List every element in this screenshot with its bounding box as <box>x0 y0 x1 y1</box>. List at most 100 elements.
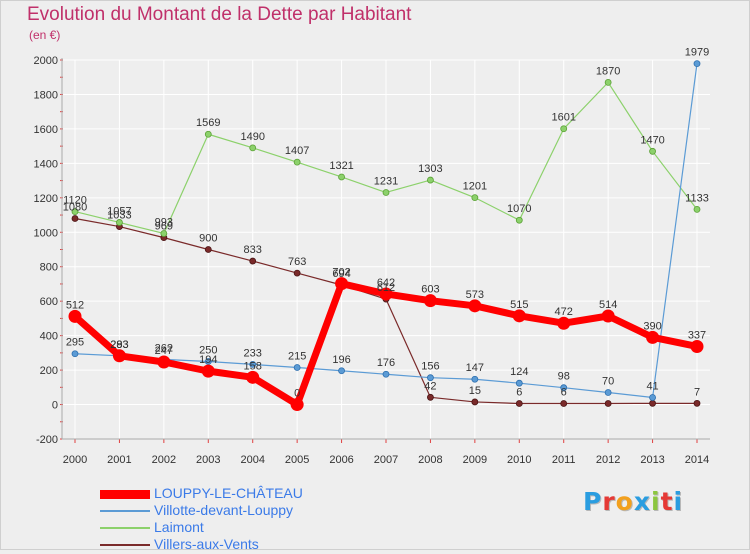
data-point-0 <box>201 364 215 378</box>
data-point-1 <box>693 60 701 68</box>
data-point-3 <box>249 257 257 265</box>
y-tick-label: 1600 <box>34 124 58 136</box>
data-point-2 <box>649 147 656 155</box>
y-tick-label: 0 <box>52 400 58 412</box>
data-point-0 <box>246 370 260 384</box>
data-label: 70 <box>602 375 614 387</box>
legend-swatch <box>100 544 150 546</box>
data-point-0 <box>68 309 82 323</box>
data-point-2 <box>338 173 345 181</box>
legend-label: Laimont <box>154 519 204 535</box>
x-tick-label: 2010 <box>507 454 531 466</box>
data-point-1 <box>338 367 345 375</box>
x-tick-label: 2002 <box>152 454 176 466</box>
data-label: 1231 <box>374 175 398 187</box>
data-point-2 <box>515 216 523 224</box>
x-tick-label: 2005 <box>285 454 309 466</box>
data-point-1 <box>249 361 257 368</box>
data-label: 1979 <box>685 47 709 59</box>
chart-subtitle: (en €) <box>29 28 61 42</box>
data-label: 833 <box>244 244 262 256</box>
data-point-2 <box>160 230 168 237</box>
data-label: 293 <box>110 339 128 351</box>
data-point-1 <box>604 389 612 396</box>
y-tick-label: 200 <box>40 365 58 377</box>
data-point-1 <box>293 364 301 371</box>
data-label: 1407 <box>285 145 309 157</box>
x-tick-label: 2001 <box>107 454 131 466</box>
data-label: 1120 <box>63 195 87 207</box>
data-point-0 <box>290 398 304 412</box>
x-tick-label: 2008 <box>418 454 442 466</box>
data-label: 993 <box>155 216 173 228</box>
data-label: 1470 <box>640 134 664 146</box>
data-point-1 <box>382 370 390 378</box>
y-tick-label: 1000 <box>34 227 58 239</box>
y-tick-label: -200 <box>36 434 58 446</box>
y-tick-label: 1200 <box>34 193 58 205</box>
data-point-3 <box>293 269 301 277</box>
data-label: 283 <box>110 339 128 351</box>
x-tick-label: 2006 <box>329 454 353 466</box>
data-label: 1569 <box>196 117 220 129</box>
x-tick-label: 2011 <box>552 454 576 466</box>
x-tick-label: 2012 <box>596 454 620 466</box>
data-label: 194 <box>199 354 217 366</box>
data-point-2 <box>560 125 568 133</box>
data-point-1 <box>560 384 568 392</box>
data-label: 573 <box>466 289 484 301</box>
data-label: 969 <box>155 221 173 233</box>
data-label: 694 <box>332 268 350 280</box>
legend-label: Villers-aux-Vents <box>154 536 259 552</box>
data-point-2 <box>204 130 212 138</box>
data-label: 295 <box>66 337 84 349</box>
data-label: 233 <box>244 347 262 359</box>
data-label: 1080 <box>63 201 87 213</box>
data-label: 215 <box>288 351 306 363</box>
data-point-2 <box>293 158 301 166</box>
data-point-3 <box>604 400 612 407</box>
data-label: 1133 <box>685 192 709 204</box>
y-tick-label: 400 <box>40 331 58 343</box>
legend-label: LOUPPY-LE-CHÂTEAU <box>154 485 303 501</box>
data-point-1 <box>204 358 212 365</box>
data-label: 390 <box>643 320 661 332</box>
data-point-0 <box>157 355 171 369</box>
data-label: 176 <box>377 357 395 369</box>
data-label: 603 <box>421 284 439 296</box>
data-point-2 <box>382 189 390 196</box>
y-tick-label: 2000 <box>34 55 58 67</box>
data-point-3 <box>560 400 568 407</box>
data-point-2 <box>116 219 123 226</box>
x-tick-label: 2007 <box>374 454 398 466</box>
y-tick-label: 1800 <box>34 89 58 101</box>
legend-swatch <box>100 510 150 512</box>
x-tick-label: 2003 <box>196 454 220 466</box>
data-label: 514 <box>599 299 617 311</box>
data-label: 1321 <box>329 160 353 172</box>
data-point-0 <box>646 330 660 344</box>
data-label: 42 <box>424 380 436 392</box>
data-point-1 <box>649 394 656 401</box>
data-label: 1033 <box>107 210 131 222</box>
data-label: 158 <box>244 360 262 372</box>
data-label: 156 <box>421 361 439 373</box>
line-chart: -200 0 200 400 600 800 1000 1200 1400 1600 1800 200… <box>34 47 710 466</box>
data-point-3 <box>427 393 434 401</box>
data-point-0 <box>512 309 526 323</box>
data-label: 900 <box>199 233 217 245</box>
data-point-2 <box>249 144 257 152</box>
data-point-3 <box>471 398 479 406</box>
data-label: 7 <box>694 386 700 398</box>
data-label: 98 <box>558 371 570 383</box>
data-point-0 <box>557 316 571 330</box>
proxiti-logo: Proxiti <box>583 487 684 516</box>
legend-swatch <box>100 489 150 499</box>
data-point-2 <box>71 208 79 216</box>
data-point-1 <box>471 375 479 383</box>
data-point-2 <box>604 78 612 86</box>
data-label: 15 <box>469 385 481 397</box>
data-label: 1070 <box>507 203 531 215</box>
data-point-0 <box>468 299 482 313</box>
legend-swatch <box>100 527 150 529</box>
